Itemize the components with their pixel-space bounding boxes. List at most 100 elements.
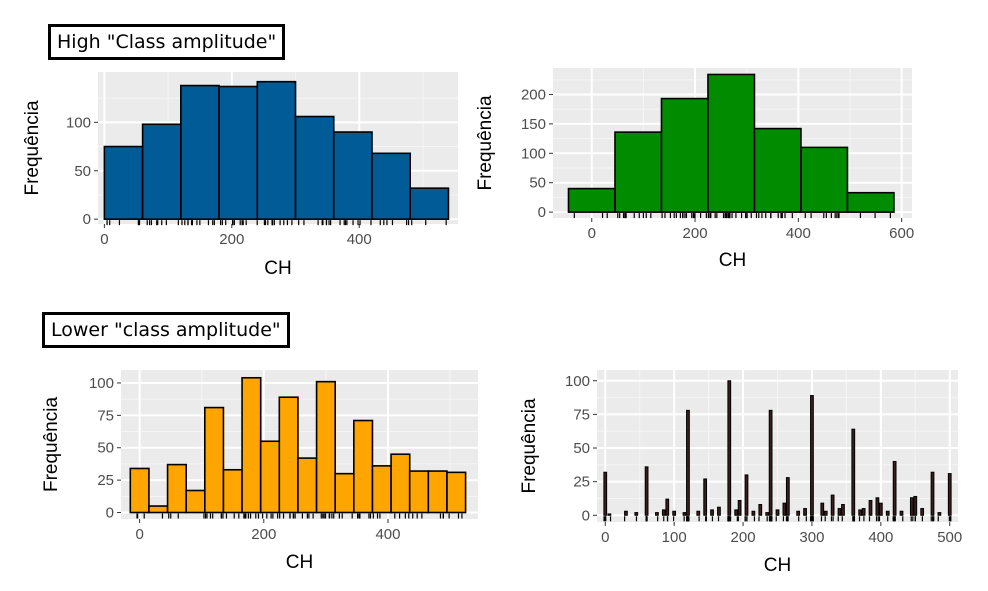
bar-27	[796, 510, 801, 516]
bar-19	[744, 474, 749, 516]
bar-29	[810, 395, 814, 516]
bar-1	[103, 145, 144, 220]
bar-16	[408, 470, 430, 514]
y-tick-label: 50	[97, 440, 114, 457]
bar-8	[371, 152, 412, 220]
bar-35	[851, 428, 856, 516]
x-axis-title: CH	[764, 555, 791, 576]
x-axis-title: CH	[719, 250, 746, 271]
bar-31	[823, 510, 828, 516]
bar-33	[837, 508, 842, 516]
bar-13	[703, 478, 708, 516]
bar-30	[820, 502, 825, 516]
bar-6	[655, 512, 659, 516]
x-tick-label: 200	[251, 526, 276, 543]
bar-3	[180, 84, 220, 220]
y-tick-label: 100	[89, 375, 114, 392]
bar-7	[661, 509, 666, 516]
bar-14	[371, 465, 392, 514]
x-tick-label: 200	[731, 529, 756, 546]
bar-15	[390, 453, 411, 514]
bar-5	[753, 127, 802, 213]
bar-32	[830, 494, 835, 516]
x-tick-label: 200	[219, 231, 244, 248]
bar-16	[727, 380, 732, 516]
bar-37	[861, 508, 866, 516]
bar-2	[607, 513, 612, 516]
histogram-2: 0 50 100 150 200 0 200 400 600 CH Frequência	[475, 68, 914, 271]
y-axis-title: Frequência	[475, 95, 496, 190]
bar-10	[682, 512, 687, 516]
bar-15	[717, 506, 721, 516]
bar-1	[603, 471, 608, 516]
x-tick-label: 600	[889, 225, 914, 242]
bar-47	[930, 471, 935, 516]
y-tick-label: 0	[538, 204, 546, 221]
bar-34	[841, 504, 845, 516]
y-tick-label: 100	[66, 114, 91, 131]
bar-43	[899, 510, 904, 516]
x-tick-label: 0	[588, 225, 596, 242]
bar-2	[148, 505, 169, 514]
y-axis-title: Frequência	[22, 100, 43, 195]
bar-3	[624, 510, 628, 516]
x-tick-label: 0	[601, 529, 609, 546]
bar-42	[892, 460, 897, 516]
bar-25	[782, 502, 787, 516]
x-tick-label: 400	[868, 529, 893, 546]
bar-6	[222, 468, 243, 514]
y-tick-label: 50	[74, 163, 91, 180]
bar-10	[297, 457, 318, 514]
y-axis-title: Frequência	[519, 398, 540, 493]
y-tick-label: 0	[83, 211, 91, 228]
bar-3	[166, 463, 187, 514]
bar-4	[185, 489, 206, 514]
histogram-3: 0 25 50 75 100 0 200 400 CH Frequência	[41, 370, 478, 573]
y-tick-label: 50	[573, 440, 590, 457]
bar-2	[614, 131, 663, 213]
x-tick-label: 400	[786, 225, 811, 242]
bar-17	[427, 470, 448, 514]
bar-49	[947, 473, 952, 516]
bar-9	[409, 187, 450, 220]
y-tick-label: 75	[97, 407, 114, 424]
bar-12	[696, 510, 701, 516]
y-tick-label: 75	[573, 406, 590, 423]
bar-24	[775, 509, 780, 516]
bar-8	[259, 440, 281, 514]
bar-6	[294, 115, 335, 220]
bar-38	[868, 499, 873, 516]
bar-39	[875, 497, 880, 516]
y-tick-label: 25	[97, 472, 114, 489]
bar-41	[885, 510, 890, 516]
bar-7	[846, 191, 895, 213]
bar-1	[567, 187, 616, 213]
x-axis-title: CH	[286, 552, 313, 573]
bar-28	[803, 508, 807, 516]
bar-40	[878, 502, 883, 516]
bar-9	[278, 396, 299, 514]
bar-12	[334, 472, 355, 514]
x-tick-label: 100	[662, 529, 687, 546]
bar-36	[858, 509, 863, 516]
bar-4	[707, 73, 756, 213]
bar-11	[686, 409, 690, 516]
y-axis-title: Frequência	[41, 397, 62, 492]
y-tick-label: 50	[529, 175, 546, 192]
bar-8	[665, 498, 670, 516]
y-tick-label: 100	[565, 373, 590, 390]
x-tick-label: 0	[135, 526, 143, 543]
x-tick-label: 500	[937, 529, 962, 546]
y-tick-label: 0	[582, 507, 590, 524]
x-tick-label: 400	[347, 231, 372, 248]
y-tick-label: 150	[521, 116, 546, 133]
x-axis-title: CH	[264, 258, 291, 279]
bar-5	[644, 466, 649, 516]
bar-2	[141, 123, 182, 220]
bar-20	[751, 510, 756, 516]
bar-6	[800, 146, 849, 213]
bar-1	[129, 467, 150, 514]
bar-18	[446, 471, 467, 514]
histogram-4: 0 25 50 75 100 0 100 200 300 400 500 CH Frequência	[519, 370, 962, 576]
bar-48	[937, 512, 942, 516]
